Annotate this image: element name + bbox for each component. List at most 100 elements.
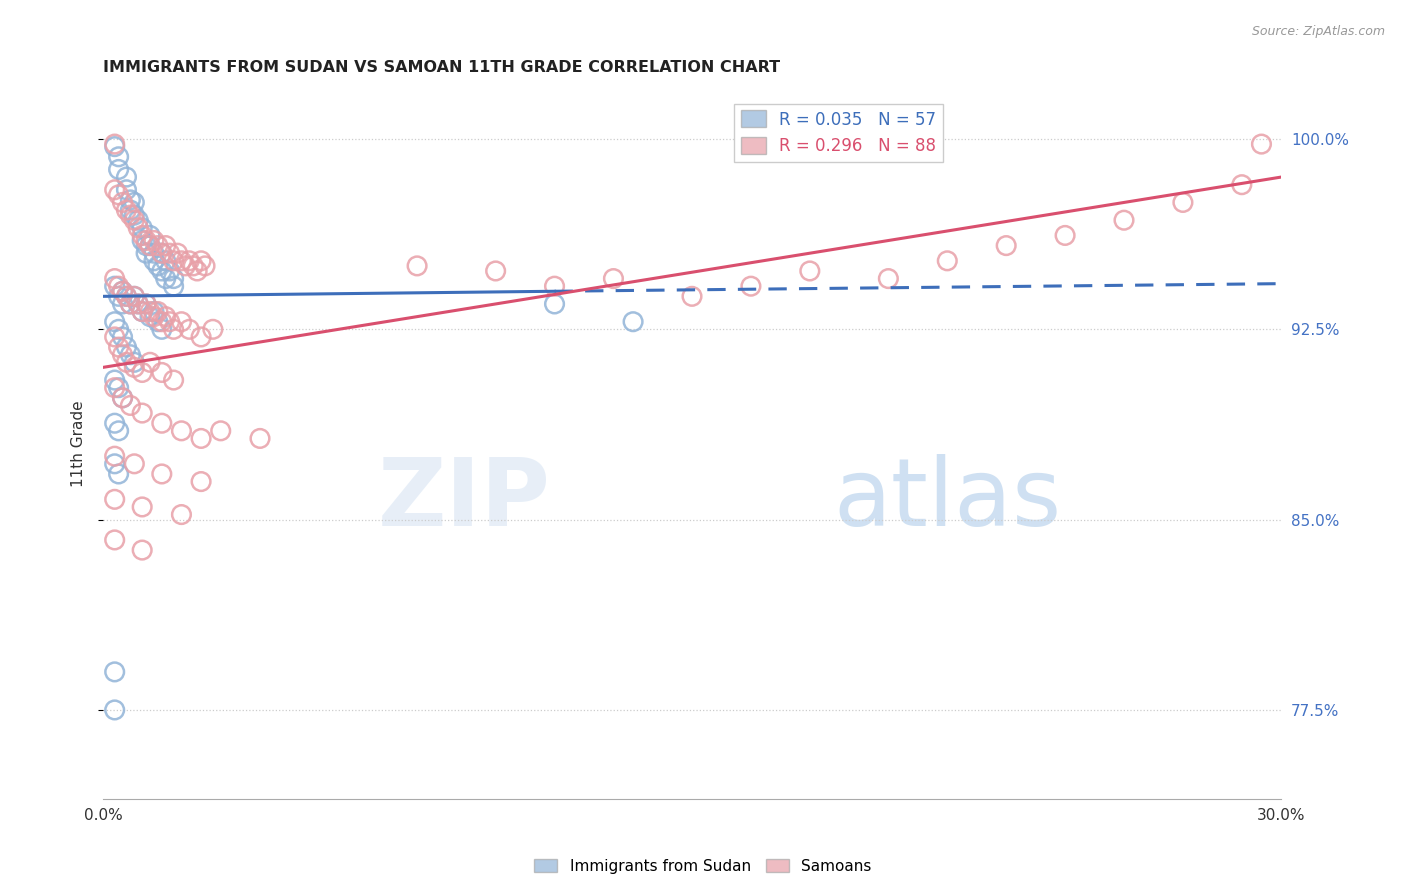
Point — [135, 238, 157, 252]
Point — [143, 234, 166, 248]
Point — [115, 289, 138, 303]
Point — [104, 139, 127, 153]
Point — [107, 340, 129, 354]
Point — [249, 432, 271, 446]
Point — [406, 259, 429, 273]
Point — [209, 424, 232, 438]
Point — [107, 289, 129, 303]
Point — [111, 285, 134, 299]
Point — [111, 348, 134, 362]
Point — [104, 416, 127, 430]
Point — [127, 297, 149, 311]
Point — [740, 279, 762, 293]
Point — [107, 279, 129, 293]
Point — [174, 259, 197, 273]
Point — [1054, 228, 1077, 243]
Point — [170, 253, 193, 268]
Point — [170, 315, 193, 329]
Point — [120, 208, 142, 222]
Point — [150, 246, 173, 260]
Point — [104, 665, 127, 679]
Point — [179, 253, 201, 268]
Point — [150, 416, 173, 430]
Point — [120, 202, 142, 217]
Point — [111, 285, 134, 299]
Point — [115, 202, 138, 217]
Point — [181, 259, 204, 273]
Point — [799, 264, 821, 278]
Point — [115, 289, 138, 303]
Point — [1171, 195, 1194, 210]
Point — [135, 246, 157, 260]
Point — [104, 457, 127, 471]
Point — [150, 264, 173, 278]
Point — [115, 340, 138, 354]
Legend: Immigrants from Sudan, Samoans: Immigrants from Sudan, Samoans — [529, 853, 877, 880]
Point — [104, 271, 127, 285]
Point — [150, 315, 173, 329]
Point — [186, 264, 208, 278]
Point — [190, 330, 212, 344]
Point — [104, 449, 127, 463]
Legend: R = 0.035   N = 57, R = 0.296   N = 88: R = 0.035 N = 57, R = 0.296 N = 88 — [734, 103, 943, 161]
Point — [162, 373, 184, 387]
Point — [111, 330, 134, 344]
Point — [139, 310, 162, 324]
Point — [936, 253, 959, 268]
Point — [1112, 213, 1135, 227]
Point — [107, 424, 129, 438]
Point — [104, 279, 127, 293]
Point — [111, 391, 134, 405]
Point — [135, 234, 157, 248]
Point — [111, 297, 134, 311]
Point — [120, 297, 142, 311]
Point — [131, 304, 153, 318]
Point — [190, 475, 212, 489]
Point — [104, 330, 127, 344]
Point — [146, 304, 169, 318]
Point — [1230, 178, 1253, 192]
Point — [155, 253, 177, 268]
Point — [139, 355, 162, 369]
Point — [139, 228, 162, 243]
Point — [146, 259, 169, 273]
Point — [146, 315, 169, 329]
Point — [621, 315, 644, 329]
Point — [107, 322, 129, 336]
Point — [107, 150, 129, 164]
Point — [543, 297, 565, 311]
Point — [120, 348, 142, 362]
Point — [135, 297, 157, 311]
Point — [179, 322, 201, 336]
Point — [170, 508, 193, 522]
Point — [111, 391, 134, 405]
Point — [131, 543, 153, 558]
Point — [159, 315, 181, 329]
Point — [162, 253, 184, 268]
Point — [1250, 137, 1272, 152]
Point — [115, 183, 138, 197]
Point — [139, 238, 162, 252]
Point — [150, 322, 173, 336]
Point — [104, 492, 127, 507]
Point — [107, 467, 129, 481]
Point — [120, 399, 142, 413]
Point — [104, 703, 127, 717]
Point — [543, 279, 565, 293]
Point — [104, 315, 127, 329]
Point — [143, 304, 166, 318]
Point — [995, 238, 1018, 252]
Point — [120, 297, 142, 311]
Text: Source: ZipAtlas.com: Source: ZipAtlas.com — [1251, 25, 1385, 38]
Text: ZIP: ZIP — [378, 454, 551, 547]
Point — [131, 366, 153, 380]
Text: IMMIGRANTS FROM SUDAN VS SAMOAN 11TH GRADE CORRELATION CHART: IMMIGRANTS FROM SUDAN VS SAMOAN 11TH GRA… — [103, 60, 780, 75]
Point — [155, 310, 177, 324]
Point — [124, 360, 146, 375]
Point — [104, 373, 127, 387]
Point — [190, 432, 212, 446]
Point — [131, 220, 153, 235]
Point — [143, 253, 166, 268]
Point — [877, 271, 900, 285]
Point — [131, 304, 153, 318]
